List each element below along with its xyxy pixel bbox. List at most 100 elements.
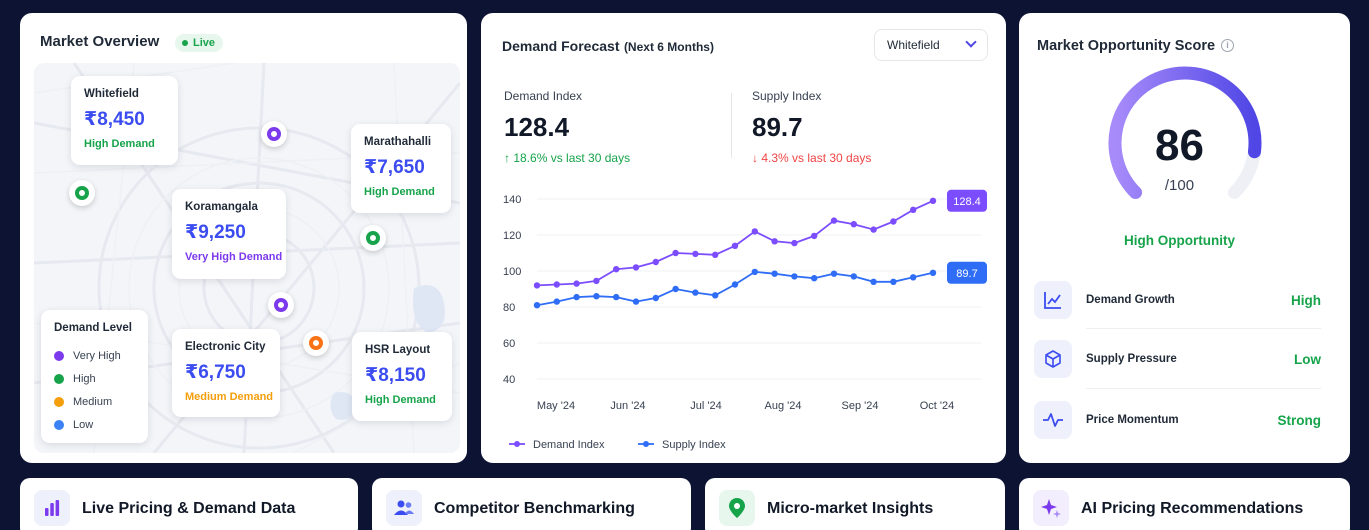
feature-card-live-pricing[interactable]: Live Pricing & Demand Data — [20, 478, 358, 530]
y-tick-label: 120 — [503, 230, 521, 242]
area-name: Koramangala — [185, 201, 258, 213]
data-point — [632, 298, 640, 305]
feature-label: Competitor Benchmarking — [434, 500, 635, 517]
data-point — [830, 217, 838, 224]
data-point — [692, 250, 699, 258]
pin-marker-icon — [274, 298, 288, 312]
data-point — [573, 280, 580, 287]
metric-row-supply-pressure[interactable]: Supply Pressure Low — [1034, 329, 1321, 389]
metric-label: Supply Pressure — [1086, 353, 1177, 365]
legend-title: Demand Level — [54, 322, 132, 334]
trend-chart-icon — [1034, 281, 1072, 319]
legend-label: Medium — [73, 395, 113, 408]
data-point — [632, 264, 640, 271]
legend-marker — [514, 441, 520, 447]
data-point — [751, 268, 758, 276]
legend-dot-icon — [54, 373, 64, 384]
x-tick-label: Aug '24 — [765, 400, 802, 412]
kpi-value: 89.7 — [752, 112, 803, 142]
feature-card-competitor-benchmarking[interactable]: Competitor Benchmarking — [372, 478, 691, 530]
live-badge: Live — [175, 34, 224, 52]
data-point — [613, 293, 620, 301]
kpi-change: ↑ 18.6% vs last 30 days — [504, 151, 631, 165]
demand-forecast-card: Demand Forecast (Next 6 Months) Whitefie… — [481, 13, 1006, 463]
legend-label: Low — [73, 418, 94, 431]
data-point — [811, 232, 818, 240]
live-label: Live — [193, 37, 216, 49]
y-tick-label: 40 — [503, 374, 515, 386]
area-name: Whitefield — [84, 88, 139, 100]
score-gauge — [1108, 66, 1262, 199]
legend-item: Low — [54, 413, 135, 436]
area-price: ₹6,750 — [185, 362, 246, 383]
data-point — [712, 292, 719, 299]
map-pin-very-high[interactable] — [268, 292, 294, 318]
area-tile-marathahalli[interactable]: Marathahalli ₹7,650 High Demand — [351, 124, 451, 213]
data-point — [731, 242, 739, 249]
supply-index-kpi: Supply Index 89.7 ↓ 4.3% vs last 30 days — [752, 89, 871, 165]
legend-dot-icon — [54, 419, 64, 430]
data-point — [672, 285, 679, 293]
legend-label: Supply Index — [662, 439, 726, 451]
y-tick-label: 100 — [503, 266, 521, 278]
dropdown-value: Whitefield — [887, 38, 940, 52]
bar-chart-icon — [34, 490, 70, 526]
pulse-icon — [1034, 401, 1072, 439]
metric-label: Demand Growth — [1086, 294, 1175, 306]
area-price: ₹8,150 — [365, 365, 426, 386]
legend-dot-icon — [54, 396, 64, 407]
area-demand-level: High Demand — [364, 186, 435, 198]
feature-label: AI Pricing Recommendations — [1081, 500, 1304, 517]
x-tick-label: Jun '24 — [610, 400, 645, 412]
area-demand-level: High Demand — [84, 138, 155, 150]
area-demand-level: High Demand — [365, 394, 436, 406]
area-name: HSR Layout — [365, 344, 431, 356]
data-point — [573, 293, 580, 301]
data-point — [613, 266, 620, 273]
data-point — [811, 275, 818, 282]
feature-label: Micro-market Insights — [767, 500, 934, 517]
area-tile-hsr-layout[interactable]: HSR Layout ₹8,150 High Demand — [352, 332, 452, 421]
map-pin-medium[interactable] — [303, 330, 329, 356]
kpi-change: ↓ 4.3% vs last 30 days — [752, 151, 872, 165]
pin-marker-icon — [267, 127, 281, 141]
forecast-line-chart[interactable]: 40 60 80 100 120 140 May '24 Jun '24 Jul '24 Aug … — [481, 185, 1006, 455]
area-tile-koramangala[interactable]: Koramangala ₹9,250 Very High Demand — [172, 189, 286, 279]
data-point — [652, 294, 659, 302]
data-point — [929, 197, 937, 204]
gauge-fill — [1108, 66, 1262, 199]
market-overview-title: Market Overview — [40, 33, 160, 50]
x-tick-label: Oct '24 — [920, 400, 955, 412]
map-pin-high[interactable] — [69, 180, 95, 206]
data-point — [791, 239, 798, 247]
metric-row-price-momentum[interactable]: Price Momentum Strong — [1034, 390, 1321, 450]
data-point — [731, 281, 739, 288]
area-price: ₹8,450 — [84, 109, 145, 130]
area-price: ₹7,650 — [364, 157, 425, 178]
cube-icon — [1034, 340, 1072, 378]
map-pin-very-high[interactable] — [261, 121, 287, 147]
feature-card-ai-pricing[interactable]: AI Pricing Recommendations — [1019, 478, 1350, 530]
area-demand-level: Very High Demand — [185, 251, 283, 263]
series-line — [536, 270, 934, 307]
y-tick-label: 80 — [503, 302, 515, 314]
area-price: ₹9,250 — [185, 222, 246, 243]
pin-marker-icon — [75, 186, 89, 200]
metric-value: Strong — [1277, 412, 1322, 428]
feature-card-micro-market[interactable]: Micro-market Insights — [705, 478, 1005, 530]
area-name: Electronic City — [185, 341, 266, 353]
info-icon[interactable]: i — [1221, 39, 1235, 53]
area-tile-electronic-city[interactable]: Electronic City ₹6,750 Medium Demand — [172, 329, 280, 417]
location-dropdown[interactable]: Whitefield — [874, 29, 988, 61]
end-value-badge — [947, 189, 987, 212]
data-point — [652, 258, 659, 266]
forecast-heading: Demand Forecast (Next 6 Months) — [502, 38, 714, 56]
end-value-label: 89.7 — [956, 268, 977, 280]
area-tile-whitefield[interactable]: Whitefield ₹8,450 High Demand — [71, 76, 178, 165]
map-pin-high[interactable] — [360, 225, 386, 251]
pin-marker-icon — [309, 336, 323, 350]
metric-label: Price Momentum — [1086, 414, 1179, 426]
metric-row-demand-growth[interactable]: Demand Growth High — [1034, 270, 1321, 330]
forecast-title: Demand Forecast — [502, 38, 620, 54]
kpi-label: Demand Index — [504, 89, 583, 103]
